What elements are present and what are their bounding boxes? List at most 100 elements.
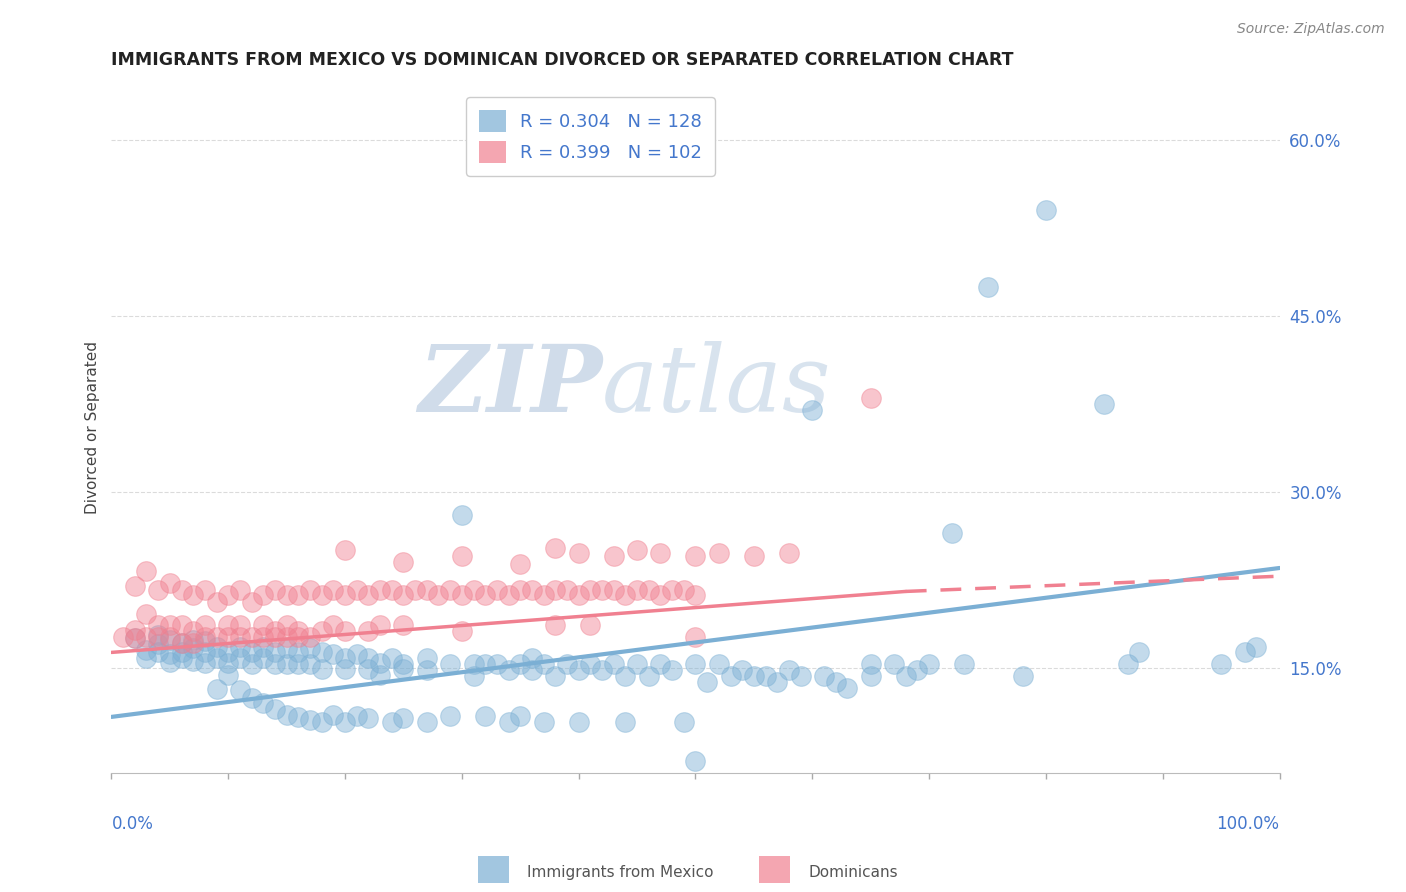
Point [240,645,263,659]
Point [789,669,811,683]
Point [824,674,846,689]
Point [276,640,298,655]
Point [801,402,824,417]
Point [416,651,439,665]
Point [287,645,309,659]
Point [474,657,496,672]
Point [368,667,391,681]
Point [159,576,181,591]
Point [287,588,309,602]
Point [333,651,356,665]
Point [368,656,391,670]
Point [685,657,707,672]
Point [333,662,356,676]
Point [298,583,321,598]
Point [602,657,624,672]
Point [146,583,169,598]
Point [135,607,157,621]
Point [509,558,531,572]
Point [322,707,344,722]
Point [463,657,485,672]
Point [381,583,404,598]
Point [311,662,333,676]
Point [1211,657,1233,672]
Point [135,643,157,657]
Point [368,618,391,632]
Point [311,645,333,659]
Point [520,663,543,677]
Point [346,583,368,598]
Point [264,583,287,598]
Point [392,588,415,602]
Point [311,624,333,639]
Point [346,708,368,723]
Point [276,588,298,602]
Point [555,583,578,598]
Point [392,711,415,725]
Point [568,546,591,560]
Point [205,651,228,665]
Point [181,588,204,602]
Point [650,657,672,672]
Point [544,583,567,598]
Point [626,543,648,558]
Point [404,583,426,598]
Point [941,525,963,540]
Point [159,655,181,669]
Point [392,657,415,672]
Point [614,714,637,729]
Point [685,755,707,769]
Point [229,651,252,665]
Point [859,391,882,405]
Point [240,691,263,706]
Point [159,647,181,661]
Point [252,651,274,665]
Point [778,663,800,677]
Point [544,669,567,683]
Point [333,543,356,558]
Point [568,588,591,602]
Text: atlas: atlas [602,341,831,431]
Point [146,618,169,632]
Point [392,618,415,632]
Point [907,663,929,677]
Point [217,618,239,632]
Point [1233,645,1256,659]
Point [112,630,135,644]
Point [135,630,157,644]
Point [672,714,695,729]
Point [229,630,252,644]
Point [883,657,905,672]
Point [463,583,485,598]
Point [778,546,800,560]
Point [626,657,648,672]
Point [650,546,672,560]
Point [357,662,380,676]
Point [311,588,333,602]
Point [498,588,520,602]
Point [568,663,591,677]
Point [217,656,239,670]
Point [217,630,239,644]
Point [135,651,157,665]
Point [170,636,193,650]
Point [626,583,648,598]
Point [1011,669,1033,683]
Point [205,640,228,654]
Point [124,632,146,646]
Point [731,663,754,677]
Text: 0.0%: 0.0% [111,814,153,833]
Point [416,663,439,677]
Point [181,632,204,647]
Point [181,624,204,639]
Point [287,630,309,644]
Point [474,708,496,723]
Point [498,663,520,677]
Point [579,657,602,672]
Point [264,624,287,639]
Text: ZIP: ZIP [418,341,602,431]
Point [170,583,193,598]
Point [194,645,217,659]
Text: IMMIGRANTS FROM MEXICO VS DOMINICAN DIVORCED OR SEPARATED CORRELATION CHART: IMMIGRANTS FROM MEXICO VS DOMINICAN DIVO… [111,51,1014,69]
Point [159,632,181,647]
